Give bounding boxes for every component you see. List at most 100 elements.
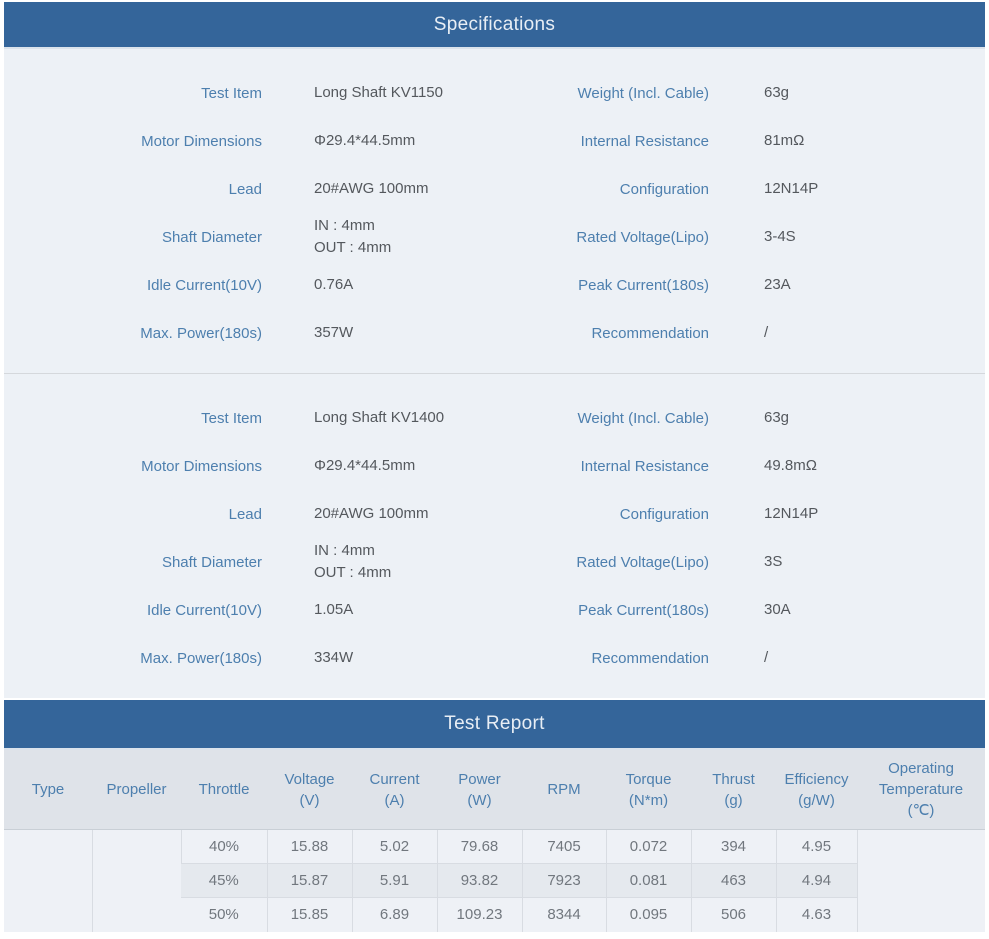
column-header-rpm: RPM — [522, 750, 606, 830]
spec-value-test-item: Long Shaft KV1400 — [314, 409, 445, 426]
spec-value-idle-current: 1.05A — [314, 601, 354, 618]
cell-thrust: 463 — [690, 863, 776, 898]
cell-rpm: 7923 — [521, 863, 606, 898]
spec-sheet-page: Specifications Test Item Long Shaft KV11… — [4, 2, 985, 932]
test-report-table: Type Propeller Throttle Voltage (V) Curr… — [4, 750, 985, 932]
spec-label-configuration: Configuration — [619, 505, 709, 523]
cell-propeller — [91, 829, 181, 932]
cell-torque: 0.095 — [605, 897, 691, 932]
cell-torque: 0.081 — [605, 863, 691, 898]
cell-torque: 0.072 — [605, 829, 691, 864]
spec-label-rated-voltage: Rated Voltage(Lipo) — [576, 553, 709, 571]
spec-label-recommendation: Recommendation — [591, 324, 709, 342]
spec-label-recommendation: Recommendation — [591, 649, 709, 667]
cell-power: 93.82 — [436, 863, 522, 898]
cell-type — [4, 829, 92, 932]
spec-value-recommendation: / — [764, 649, 769, 666]
cell-current: 6.89 — [351, 897, 437, 932]
spec-value-weight: 63g — [764, 409, 790, 426]
spec-value-test-item: Long Shaft KV1150 — [314, 84, 443, 101]
spec-label-peak-current: Peak Current(180s) — [578, 601, 709, 619]
spec-value-rated-voltage: 3S — [764, 553, 783, 570]
spec-label-weight: Weight (Incl. Cable) — [577, 409, 709, 427]
column-header-operating-temperature: Operating Temperature (℃) — [857, 750, 985, 830]
spec-label-motor-dimensions: Motor Dimensions — [141, 457, 262, 475]
spec-value-weight: 63g — [764, 84, 790, 101]
spec-label-max-power: Max. Power(180s) — [140, 649, 262, 667]
spec-label-internal-resistance: Internal Resistance — [580, 457, 709, 475]
spec-label-weight: Weight (Incl. Cable) — [577, 84, 709, 102]
spec-value-configuration: 12N14P — [764, 505, 819, 522]
spec-value-idle-current: 0.76A — [314, 276, 354, 293]
spec-value-lead: 20#AWG 100mm — [314, 180, 429, 197]
cell-voltage: 15.85 — [266, 897, 352, 932]
spec-label-internal-resistance: Internal Resistance — [580, 132, 709, 150]
spec-value-shaft-diameter: IN : 4mm OUT : 4mm — [314, 217, 392, 256]
spec-label-rated-voltage: Rated Voltage(Lipo) — [576, 228, 709, 246]
spec-label-shaft-diameter: Shaft Diameter — [161, 228, 262, 246]
cell-rpm: 7405 — [521, 829, 606, 864]
cell-efficiency: 4.63 — [775, 897, 857, 932]
spec-row: Idle Current(10V) 1.05A Peak Current(180… — [4, 586, 985, 634]
cell-rpm: 8344 — [521, 897, 606, 932]
spec-value-lead: 20#AWG 100mm — [314, 505, 429, 522]
spec-row: Idle Current(10V) 0.76A Peak Current(180… — [4, 261, 985, 309]
spec-label-lead: Lead — [228, 180, 262, 198]
spec-label-lead: Lead — [228, 505, 262, 523]
cell-voltage: 15.87 — [266, 863, 352, 898]
cell-power: 109.23 — [436, 897, 522, 932]
spec-label-test-item: Test Item — [201, 409, 262, 427]
spec-value-peak-current: 23A — [764, 276, 791, 293]
spec-label-max-power: Max. Power(180s) — [140, 324, 262, 342]
cell-throttle: 50% — [181, 897, 267, 932]
cell-efficiency: 4.94 — [775, 863, 857, 898]
column-header-throttle: Throttle — [181, 750, 267, 830]
spec-row: Test Item Long Shaft KV1150 Weight (Incl… — [4, 69, 985, 117]
spec-label-test-item: Test Item — [201, 84, 262, 102]
spec-row: Max. Power(180s) 334W Recommendation / — [4, 634, 985, 682]
spec-label-configuration: Configuration — [619, 180, 709, 198]
spec-row: Motor Dimensions Φ29.4*44.5mm Internal R… — [4, 442, 985, 490]
cell-thrust: 506 — [690, 897, 776, 932]
spec-label-motor-dimensions: Motor Dimensions — [141, 132, 262, 150]
cell-efficiency: 4.95 — [775, 829, 857, 864]
column-header-power: Power (W) — [437, 750, 522, 830]
spec-value-peak-current: 30A — [764, 601, 791, 618]
cell-current: 5.02 — [351, 829, 437, 864]
spec-block-kv1150: Test Item Long Shaft KV1150 Weight (Incl… — [4, 49, 985, 373]
spec-value-max-power: 357W — [314, 324, 354, 341]
cell-operating-temperature — [856, 829, 985, 932]
test-report-header-bar: Test Report — [4, 700, 985, 750]
column-header-type: Type — [4, 750, 92, 830]
spec-label-shaft-diameter: Shaft Diameter — [161, 553, 262, 571]
column-header-efficiency: Efficiency (g/W) — [776, 750, 857, 830]
cell-current: 5.91 — [351, 863, 437, 898]
cell-power: 79.68 — [436, 829, 522, 864]
table-row: 45% 15.87 5.91 93.82 7923 0.081 463 4.94 — [4, 863, 985, 898]
spec-value-configuration: 12N14P — [764, 180, 819, 197]
table-row: 50% 15.85 6.89 109.23 8344 0.095 506 4.6… — [4, 897, 985, 932]
spec-label-idle-current: Idle Current(10V) — [146, 601, 262, 619]
spec-value-max-power: 334W — [314, 649, 354, 666]
spec-value-motor-dimensions: Φ29.4*44.5mm — [314, 457, 416, 474]
spec-row: Motor Dimensions Φ29.4*44.5mm Internal R… — [4, 117, 985, 165]
column-header-propeller: Propeller — [92, 750, 181, 830]
spec-value-motor-dimensions: Φ29.4*44.5mm — [314, 132, 416, 149]
cell-throttle: 45% — [181, 863, 267, 898]
column-header-current: Current (A) — [352, 750, 437, 830]
test-report-title: Test Report — [444, 713, 545, 734]
spec-value-recommendation: / — [764, 324, 769, 341]
spec-row: Lead 20#AWG 100mm Configuration 12N14P — [4, 490, 985, 538]
column-header-torque: Torque (N*m) — [606, 750, 691, 830]
table-header-row: Type Propeller Throttle Voltage (V) Curr… — [4, 750, 985, 830]
cell-thrust: 394 — [690, 829, 776, 864]
spec-value-shaft-diameter: IN : 4mm OUT : 4mm — [314, 542, 392, 581]
spec-row: Shaft Diameter IN : 4mm OUT : 4mm Rated … — [4, 213, 985, 261]
spec-row: Lead 20#AWG 100mm Configuration 12N14P — [4, 165, 985, 213]
spec-value-rated-voltage: 3-4S — [764, 228, 796, 245]
spec-row: Test Item Long Shaft KV1400 Weight (Incl… — [4, 394, 985, 442]
spec-row: Max. Power(180s) 357W Recommendation / — [4, 309, 985, 357]
column-header-thrust: Thrust (g) — [691, 750, 776, 830]
cell-voltage: 15.88 — [266, 829, 352, 864]
spec-row: Shaft Diameter IN : 4mm OUT : 4mm Rated … — [4, 538, 985, 586]
